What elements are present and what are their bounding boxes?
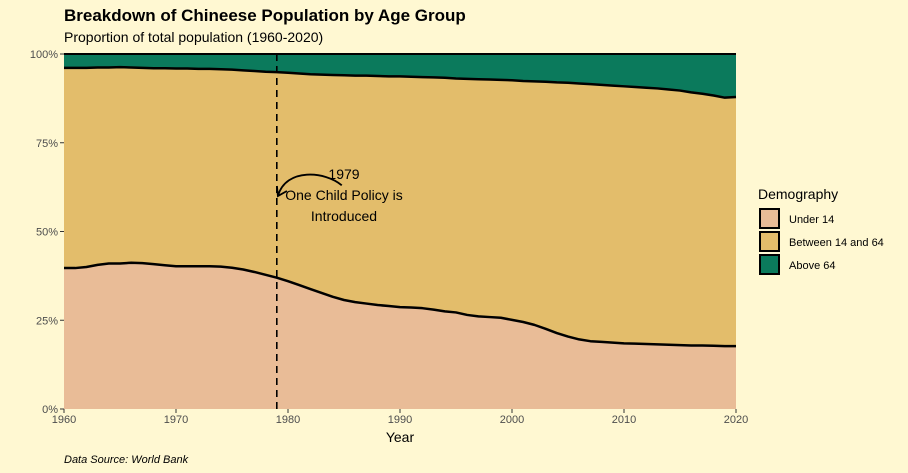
annotation-label: 1979 One Child Policy is Introduced (285, 166, 403, 224)
y-tick-label: 100% (30, 49, 58, 61)
x-axis: 1960 1970 1980 1990 2000 2010 2020 (52, 409, 748, 426)
legend-label-2: Above 64 (789, 260, 835, 272)
area-layers (64, 54, 736, 409)
legend-items: Under 14 Between 14 and 64 Above 64 (759, 208, 884, 275)
x-axis-title: Year (386, 429, 415, 445)
legend-swatch-1 (759, 231, 780, 252)
annotation-line-2: Introduced (311, 208, 377, 224)
annotation-line-1: One Child Policy is (285, 187, 403, 203)
annotations: 1979 One Child Policy is Introduced (275, 54, 403, 409)
x-tick-label: 1960 (52, 414, 76, 426)
legend-swatch-2 (759, 254, 780, 275)
area-1 (64, 67, 736, 347)
boundary-line-0 (64, 261, 736, 348)
x-tick-label: 1980 (276, 414, 300, 426)
plot-area: 1979 One Child Policy is Introduced (64, 53, 737, 409)
y-tick-label: 25% (36, 315, 58, 327)
legend-label-1: Between 14 and 64 (789, 237, 884, 249)
chart-subtitle: Proportion of total population (1960-202… (64, 29, 323, 45)
legend-title: Demography (758, 186, 838, 202)
annotation-arrowhead (276, 185, 288, 198)
x-tick-label: 2000 (500, 414, 524, 426)
chart-caption: Data Source: World Bank (64, 454, 189, 466)
annotation-line-0: 1979 (328, 166, 359, 182)
x-tick-label: 2020 (724, 414, 748, 426)
legend-label-0: Under 14 (789, 214, 834, 226)
annotation-arrow (277, 173, 343, 197)
y-tick-label: 75% (36, 138, 58, 150)
legend: Demography Under 14 Between 14 and 64 Abov… (758, 186, 884, 275)
x-tick-label: 2010 (612, 414, 636, 426)
area-0 (64, 262, 736, 409)
boundary-line-1 (64, 65, 737, 99)
boundary-lines (64, 53, 737, 348)
x-tick-label: 1990 (388, 414, 412, 426)
y-tick-label: 50% (36, 227, 58, 239)
legend-swatch-0 (759, 208, 780, 229)
chart-title: Breakdown of Chineese Population by Age … (64, 6, 466, 25)
y-tick-label: 0% (42, 404, 58, 416)
x-tick-label: 1970 (164, 414, 188, 426)
y-axis: 0% 25% 50% 75% 100% (30, 49, 64, 416)
